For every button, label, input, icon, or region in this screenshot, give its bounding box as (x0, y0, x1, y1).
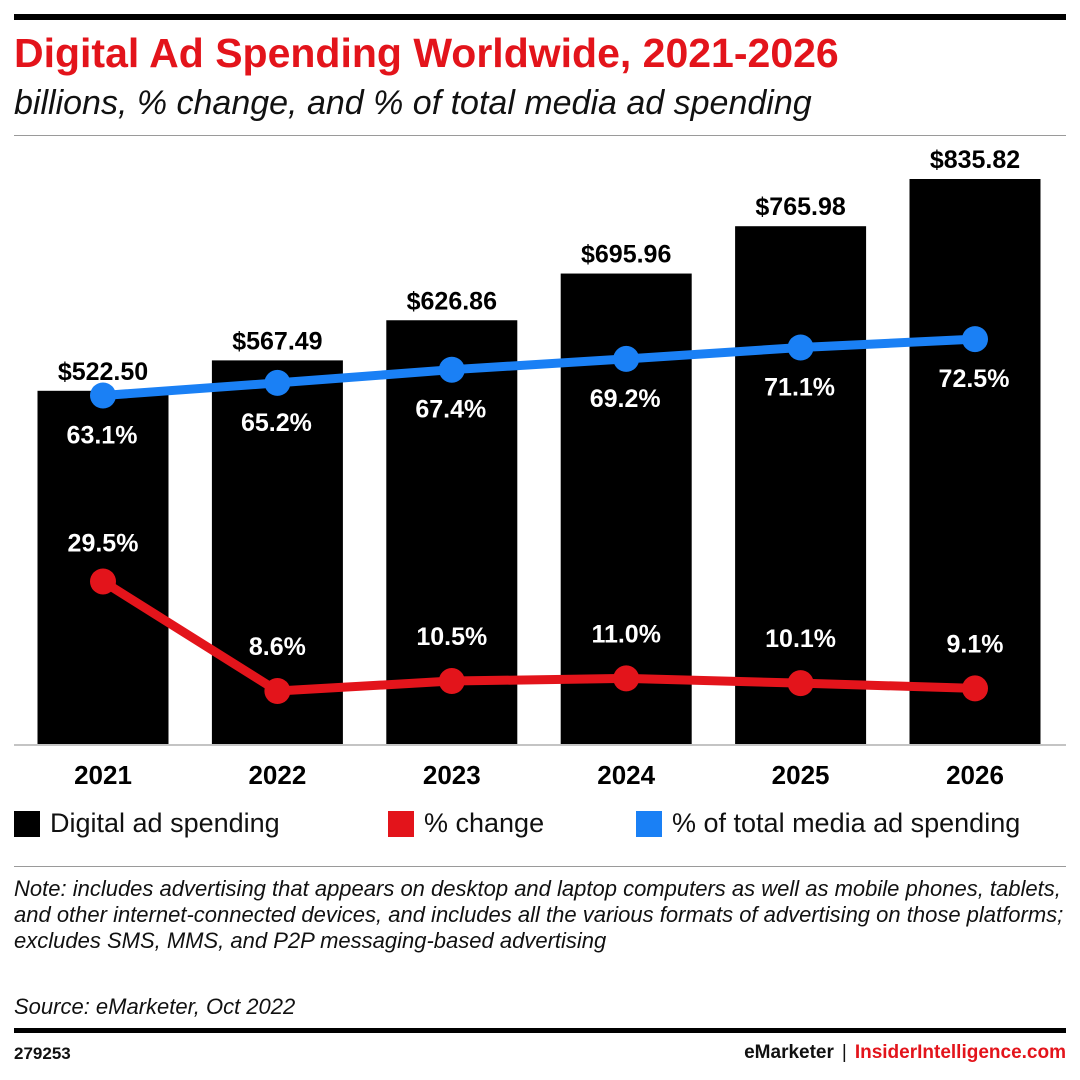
legend-swatch-digital-ad-spending (14, 810, 40, 837)
chart-source: Source: eMarketer, Oct 2022 (14, 994, 296, 1019)
share-point-2025 (787, 334, 814, 361)
change-point-2023 (438, 668, 465, 695)
chart-id: 279253 (14, 1044, 71, 1063)
brand-credit: eMarketer | InsiderIntelligence.com (744, 1042, 1066, 1064)
change-label-2021: 29.5% (68, 529, 139, 557)
bar-label-2026: $835.82 (930, 146, 1020, 174)
change-label-2025: 10.1% (765, 625, 836, 653)
bar-2021 (37, 390, 169, 744)
chart-title: Digital Ad Spending Worldwide, 2021-2026 (14, 30, 839, 76)
x-tick-label-2024: 2024 (597, 760, 655, 790)
change-point-2021 (90, 568, 116, 595)
brand-emarketer: eMarketer (744, 1042, 834, 1063)
share-label-2025: 71.1% (764, 374, 835, 402)
brand-separator: | (841, 1042, 847, 1063)
change-point-2022 (264, 678, 291, 704)
legend-item-digital-ad-spending: Digital ad spending (14, 808, 280, 839)
header-divider (14, 135, 1066, 136)
share-point-2023 (438, 356, 465, 383)
x-tick-label-2023: 2023 (423, 760, 481, 790)
legend-label-digital-ad-spending: Digital ad spending (50, 808, 280, 838)
bar-2025 (735, 226, 867, 744)
x-tick-label-2022: 2022 (248, 760, 306, 790)
chart-note: Note: includes advertising that appears … (14, 876, 1064, 953)
legend-swatch-pct-change (388, 810, 414, 837)
chart-subtitle: billions, % change, and % of total media… (14, 84, 812, 122)
share-label-2026: 72.5% (939, 365, 1010, 393)
legend: Digital ad spending % change % of total … (14, 808, 1074, 848)
change-label-2022: 8.6% (249, 633, 306, 661)
bar-label-2025: $765.98 (755, 193, 845, 221)
brand-insider-intelligence[interactable]: InsiderIntelligence.com (854, 1042, 1066, 1063)
combo-chart: $522.50 2021 $567.49 2022 $626.86 2023 $695.96… (14, 146, 1066, 790)
share-label-2021: 63.1% (67, 422, 138, 450)
bar-label-2021: $522.50 (58, 358, 148, 386)
share-label-2022: 65.2% (241, 409, 312, 437)
x-tick-label-2025: 2025 (772, 760, 830, 790)
footer-rule (14, 1028, 1066, 1033)
share-label-2023: 67.4% (415, 396, 486, 424)
bar-2026 (909, 179, 1041, 744)
change-line (98, 576, 980, 696)
share-label-2024: 69.2% (590, 385, 661, 413)
share-point-2024 (613, 345, 640, 372)
x-tick-label-2021: 2021 (74, 760, 132, 790)
legend-item-pct-total-media: % of total media ad spending (636, 808, 1020, 839)
share-point-2021 (90, 382, 116, 409)
change-label-2023: 10.5% (416, 623, 487, 651)
change-point-2024 (613, 665, 640, 692)
top-rule (14, 14, 1066, 20)
change-label-2026: 9.1% (947, 630, 1004, 658)
legend-label-pct-change: % change (424, 808, 545, 838)
legend-item-pct-change: % change (388, 808, 544, 839)
legend-label-pct-total-media: % of total media ad spending (672, 808, 1021, 838)
legend-swatch-pct-total-media (636, 810, 662, 837)
change-point-2025 (787, 670, 814, 697)
share-line (98, 334, 980, 400)
x-tick-label-2026: 2026 (946, 760, 1004, 790)
bar-label-2023: $626.86 (407, 287, 497, 315)
change-label-2024: 11.0% (591, 620, 661, 648)
bar-label-2024: $695.96 (581, 241, 671, 269)
share-point-2026 (962, 326, 988, 353)
note-divider (14, 866, 1066, 867)
share-point-2022 (264, 369, 291, 396)
bar-label-2022: $567.49 (232, 327, 322, 355)
change-point-2026 (962, 675, 988, 702)
